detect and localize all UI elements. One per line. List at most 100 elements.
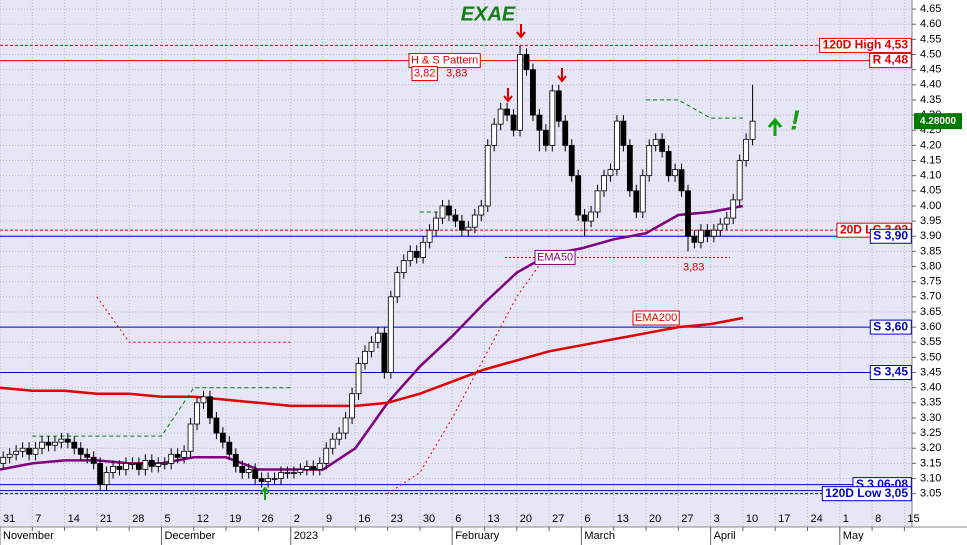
x-tick-label: 20 — [649, 513, 661, 525]
level-label-text: S 3,45 — [873, 365, 908, 379]
candle-body — [387, 296, 394, 373]
x-tick-label: 8 — [875, 513, 881, 525]
candle-body — [581, 214, 588, 222]
y-tick-label: 3.75 — [920, 276, 941, 288]
month-label: February — [455, 530, 500, 542]
level-label-text: 120D Low 3,05 — [825, 486, 908, 500]
level-label-box — [869, 228, 912, 244]
candle-body — [626, 144, 633, 192]
level-label: S 3,60 — [869, 319, 912, 335]
series-label: EMA200 — [632, 310, 680, 326]
candle-body — [646, 144, 653, 177]
x-tick-label: 20 — [520, 513, 532, 525]
line-series — [0, 204, 744, 471]
last-price-label: 4.28000 — [920, 116, 957, 127]
candle-body — [510, 114, 517, 131]
candle-body — [187, 423, 194, 452]
candle-body — [129, 462, 136, 465]
candle-body — [310, 466, 317, 470]
candle-body — [704, 229, 711, 237]
level-label: R 4,48 — [869, 53, 912, 69]
x-tick-label: 6 — [584, 513, 590, 525]
candle-body — [97, 462, 104, 485]
shoulder-label: 3,83 — [446, 67, 467, 79]
candle-body — [542, 129, 549, 146]
month-label: December — [165, 530, 216, 542]
candle-body — [530, 69, 536, 116]
candle-body — [594, 190, 601, 213]
candle-body — [685, 190, 691, 237]
y-tick-label: 3.25 — [920, 427, 941, 439]
y-tick-label: 3.45 — [920, 366, 941, 378]
candle-body — [381, 332, 388, 373]
candle-body — [575, 175, 582, 216]
x-tick-label: 7 — [35, 513, 41, 525]
x-tick-label: 21 — [100, 513, 112, 525]
y-tick-label: 4.10 — [920, 170, 941, 182]
candle-body — [181, 450, 188, 458]
candle-body — [433, 217, 439, 231]
candle-body — [316, 462, 323, 470]
arrow-up — [260, 486, 270, 500]
level-label: S 3,45 — [869, 365, 912, 381]
y-tick-label: 3.35 — [920, 397, 941, 409]
candle-body — [161, 462, 168, 465]
x-tick-label: 5 — [165, 513, 171, 525]
level-label-box — [869, 53, 912, 69]
candle-body — [90, 456, 97, 464]
candle-body — [723, 217, 730, 225]
candle-body — [504, 108, 511, 116]
month-label: November — [3, 530, 54, 542]
candle-body — [588, 211, 594, 222]
x-tick-label: 12 — [197, 513, 209, 525]
candle-body — [710, 229, 717, 237]
x-tick-label: 10 — [746, 513, 758, 525]
candle-body — [336, 432, 343, 440]
level-label-text: S 3,90 — [873, 228, 908, 242]
candle-body — [329, 438, 336, 449]
candle-body — [245, 469, 252, 473]
candle-body — [207, 396, 213, 419]
candle-body — [13, 450, 20, 455]
candle-body — [555, 90, 562, 122]
x-tick-label: 31 — [3, 513, 15, 525]
y-tick-label: 3.95 — [920, 215, 941, 227]
level-label: 120D Low 3,05 — [821, 486, 912, 502]
candle-body — [19, 447, 26, 452]
candle-body — [736, 160, 743, 201]
candle-body — [194, 402, 200, 425]
candle-body — [355, 363, 362, 395]
x-tick-label: 17 — [778, 513, 790, 525]
x-tick-label: 19 — [229, 513, 241, 525]
y-tick-label: 3.70 — [920, 291, 941, 303]
candle-body — [491, 123, 498, 146]
candle-body — [58, 438, 65, 443]
candle-body — [148, 459, 155, 467]
exclaim: ! — [790, 104, 799, 135]
line-series — [0, 316, 744, 408]
x-tick-label: 26 — [261, 513, 273, 525]
pattern-label: H & S Pattern — [408, 53, 481, 69]
candle-body — [620, 120, 627, 146]
y-tick-label: 3.55 — [920, 336, 941, 348]
candle-body — [297, 469, 304, 473]
candle-body — [743, 138, 750, 161]
y-tick-label: 3.65 — [920, 306, 941, 318]
candle-body — [39, 441, 45, 449]
pattern-box — [408, 53, 481, 69]
x-tick-label: 27 — [681, 513, 693, 525]
candle-body — [652, 138, 659, 146]
candle-body — [517, 54, 523, 131]
chart-title: EXAE — [461, 3, 516, 25]
candle-body — [665, 151, 672, 177]
y-tick-label: 3.15 — [920, 457, 941, 469]
y-tick-label: 4.20 — [920, 139, 941, 151]
arrow-down — [503, 88, 513, 103]
candle-body — [26, 447, 32, 455]
candle-body — [458, 220, 465, 231]
candle-body — [614, 120, 620, 171]
series-label: EMA50 — [534, 249, 576, 265]
candle-body — [523, 54, 530, 71]
